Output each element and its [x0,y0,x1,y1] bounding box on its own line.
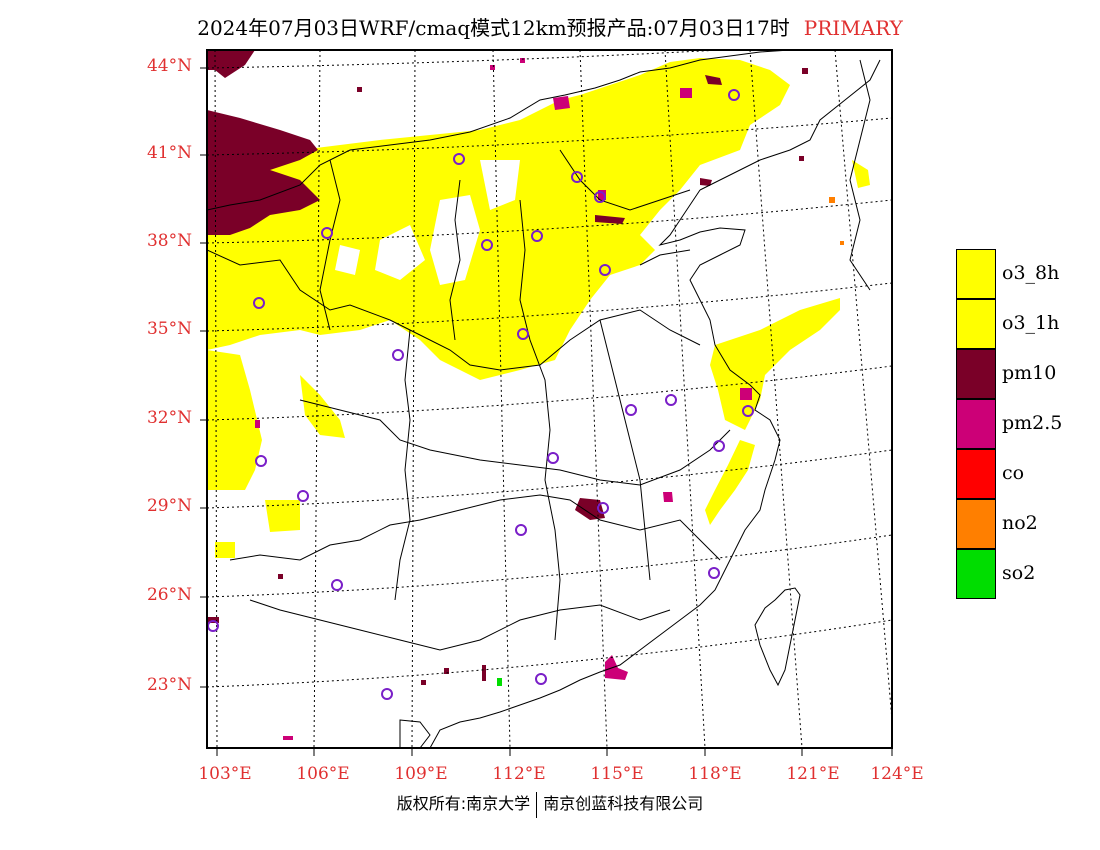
legend-swatch [956,299,996,349]
legend-label: no2 [1002,512,1038,534]
legend-swatch [956,449,996,499]
copyright-left: 版权所有:南京大学 [396,794,531,813]
pm25-inner-mongolia-spot [680,88,692,98]
lat-label-44: 44°N [146,56,192,76]
lon-label-124: 124°E [870,764,924,784]
provinces-4 [249,599,671,651]
pm25-shandong-spot [740,388,752,400]
ozone-zhejiang-strip [705,440,755,525]
pm25-jiangxi-spot [663,492,673,502]
city-markers [207,89,754,700]
ozone-jilin-patch [852,160,870,188]
ozone-sichuan-patch-1 [265,500,300,532]
lon-label-109: 109°E [394,764,448,784]
provinces-5 [394,329,411,601]
ozone-region [207,58,870,558]
provinces-2 [299,399,731,486]
legend-label: co [1002,462,1025,484]
pm10-hunan-spot [575,498,605,520]
legend-label: pm2.5 [1002,412,1063,434]
graticule [207,50,892,748]
legend-label: pm10 [1002,362,1057,384]
tick-marks [200,67,893,756]
legend-swatch [956,549,996,599]
lon-label-106: 106°E [296,764,350,784]
lon-label-121: 121°E [786,764,840,784]
legend-label: o3_1h [1002,312,1060,334]
legend-swatch [956,349,996,399]
provinces-9 [449,179,461,341]
pm10-inner-mongolia-spot [705,75,722,85]
lon-label-103: 103°E [198,764,252,784]
taiwan [754,587,801,687]
copyright-footer: 版权所有:南京大学 南京创蓝科技有限公司 [0,790,1100,818]
provinces-3 [229,494,721,561]
copyright-right: 南京创蓝科技有限公司 [543,794,704,813]
map-frame [206,49,893,749]
provinces-8 [319,159,341,331]
pm10-hebei-spot [595,215,625,224]
lon-label-115: 115°E [590,764,644,784]
lon-label-112: 112°E [492,764,546,784]
legend-swatch [956,499,996,549]
ozone-gaps [335,160,520,285]
legend-swatch [956,399,996,449]
provinces-11 [849,59,871,291]
lat-label-41: 41°N [146,143,192,163]
ozone-guizhou-patch [215,542,235,558]
lat-label-38: 38°N [146,231,192,251]
hainan [399,719,431,748]
lat-label-32: 32°N [146,408,192,428]
provinces-10 [559,149,691,266]
provinces-1 [207,249,701,371]
primary-tag: PRIMARY [803,16,903,40]
ozone-jiangsu-coast [710,298,840,430]
footer-divider [536,791,538,818]
title-text: 2024年07月03日WRF/cmaq模式12km预报产品:07月03日17时 [197,16,790,40]
pm10-north-edge [207,50,255,78]
ozone-west-sichuan [207,350,262,490]
provinces-6 [519,199,561,641]
coastline [429,59,881,748]
lon-label-118: 118°E [688,764,742,784]
legend-swatch [956,249,996,299]
ozone-north-band [207,58,790,380]
legend-label: so2 [1002,562,1036,584]
pm10-liaoning-spot [700,178,712,186]
pm25-guangdong-spot [605,655,628,680]
map-title: 2024年07月03日WRF/cmaq模式12km预报产品:07月03日17时 P… [0,12,1100,41]
lat-label-23: 23°N [146,675,192,695]
map-content [207,50,892,748]
legend-label: o3_8h [1002,262,1060,284]
lat-label-35: 35°N [146,319,192,339]
lat-label-26: 26°N [146,585,192,605]
boundaries [207,50,881,748]
lat-label-29: 29°N [146,496,192,516]
border-north [207,50,791,211]
ozone-sichuan-patch-2 [300,375,345,438]
pm25-north-spot [553,96,570,110]
provinces-7 [599,319,651,581]
